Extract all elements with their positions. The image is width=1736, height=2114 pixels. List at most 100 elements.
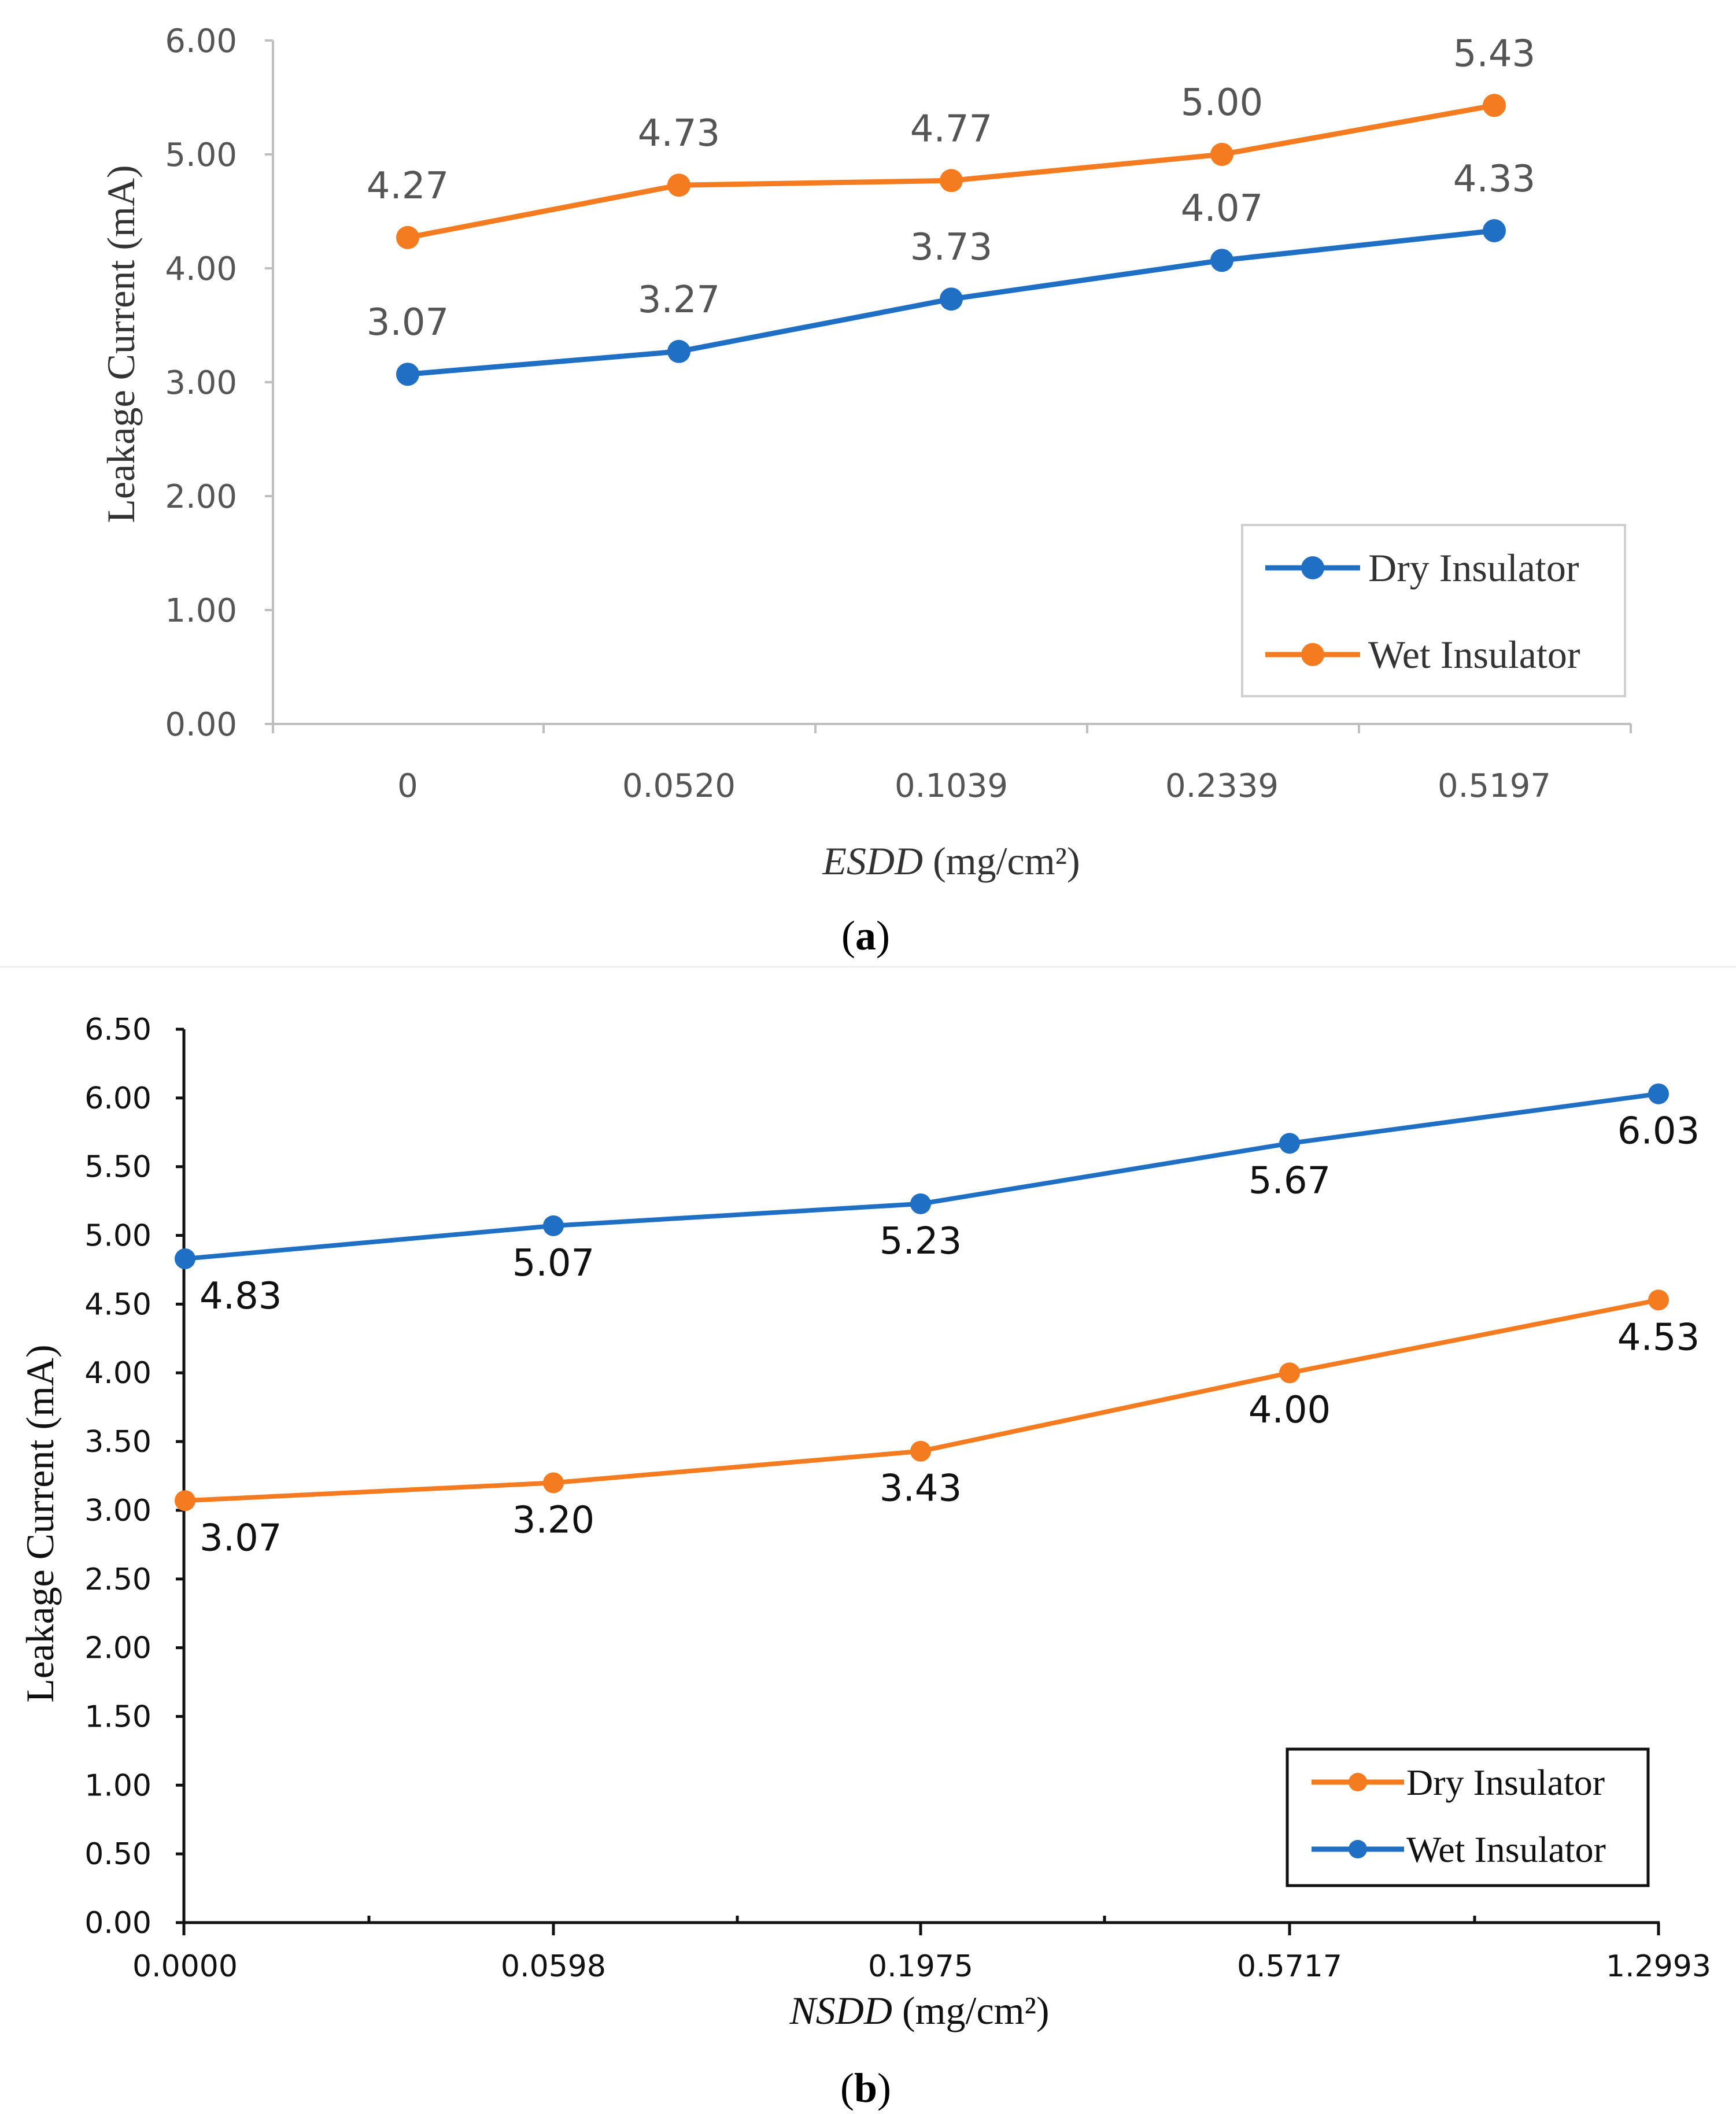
- panel-a-data-label: 5.43: [1453, 32, 1536, 75]
- panel-a-data-label: 3.73: [910, 226, 993, 269]
- panel-a-legend-marker-dry: [1301, 556, 1324, 579]
- panel-b-x-tick-label: 0.0000: [132, 1949, 238, 1984]
- panel-b-data-label: 3.20: [512, 1499, 595, 1542]
- panel-a-caption: (a): [841, 912, 890, 959]
- panel-b-data-label: 3.07: [200, 1517, 282, 1559]
- panel-b-y-tick-label: 2.00: [84, 1631, 152, 1666]
- panel-a-data-label: 3.07: [367, 301, 449, 344]
- panel-b-data-point: [175, 1490, 195, 1511]
- panel-a-y-ticks: 0.00 1.00 2.00 3.00 4.00 5.00 6.00: [165, 23, 273, 744]
- panel-b-legend: Dry Insulator Wet Insulator: [1286, 1747, 1650, 1887]
- panel-a-data-label: 4.27: [367, 165, 449, 208]
- panel-b-y-tick-label: 0.00: [84, 1906, 152, 1941]
- panel-a-data-point: [1210, 249, 1233, 272]
- panel-a-data-point: [940, 287, 963, 311]
- panel-b-chart: 0.00 0.50 1.00 1.50 2.00 2.50 3.00 3.50 4.00 4.50…: [18, 1012, 1711, 2111]
- panel-b-y-tick-label: 0.50: [84, 1837, 152, 1872]
- panel-a-y-tick-label: 6.00: [165, 23, 237, 60]
- panel-a-x-tick-label: 0.2339: [1165, 767, 1279, 805]
- panel-a-series: [396, 94, 1506, 386]
- panel-b-x-axis-var: NSDD: [789, 1989, 892, 2032]
- panel-a-y-tick-label: 0.00: [165, 706, 237, 744]
- panel-b-data-point: [1279, 1362, 1300, 1384]
- panel-a-x-axis-unit: (mg/cm²): [933, 839, 1080, 883]
- panel-b-data-point: [543, 1472, 564, 1494]
- panel-b-y-axis-title: Leakage Current (mA): [18, 1344, 62, 1702]
- panel-b-data-labels: 3.07 3.20 3.43 4.00 4.53 4.83 5.07 5.23 5.67 6.03: [200, 1110, 1700, 1560]
- panel-b-data-label: 4.83: [200, 1275, 282, 1318]
- panel-b-y-tick-label: 6.50: [84, 1012, 152, 1047]
- panel-a-legend-label-dry: Dry Insulator: [1368, 546, 1579, 590]
- panel-a-data-point: [1483, 219, 1506, 242]
- panel-b-x-tick-label: 0.0598: [501, 1949, 606, 1984]
- panel-a-legend: Dry Insulator Wet Insulator: [1241, 524, 1626, 697]
- panel-b-legend-marker-wet: [1349, 1840, 1367, 1858]
- panel-a-y-tick-label: 5.00: [165, 136, 237, 174]
- panel-a-data-label: 4.33: [1453, 158, 1536, 201]
- panel-b-x-tick-label: 1.2993: [1606, 1949, 1711, 1984]
- panel-b-y-tick-label: 4.50: [84, 1287, 152, 1322]
- panel-a-data-point: [396, 363, 419, 386]
- panel-a-data-label: 4.73: [638, 112, 721, 155]
- panel-a-x-tick-label: 0.1039: [895, 767, 1008, 805]
- panel-a-data-point: [1483, 94, 1506, 117]
- panel-a-data-point: [940, 169, 963, 193]
- panel-b-y-tick-label: 6.00: [84, 1081, 152, 1116]
- panel-b-y-tick-label: 5.50: [84, 1150, 152, 1185]
- panel-a-y-tick-label: 2.00: [165, 478, 237, 516]
- panel-b-data-point: [543, 1215, 564, 1236]
- panel-b-series: [175, 1083, 1669, 1511]
- panel-a-x-ticks: 0 0.0520 0.1039 0.2339 0.5197: [272, 724, 1632, 805]
- panel-b-legend-label-wet: Wet Insulator: [1406, 1829, 1606, 1870]
- panel-b-data-point: [910, 1193, 931, 1214]
- panel-b-data-label: 3.43: [880, 1468, 962, 1510]
- panel-a-data-point: [1210, 143, 1233, 166]
- panel-b-data-label: 4.53: [1617, 1316, 1700, 1359]
- panel-b-x-axis-unit: (mg/cm²): [902, 1989, 1050, 2032]
- panel-b-x-tick-label: 0.1975: [868, 1949, 973, 1984]
- panel-b-legend-marker-dry: [1349, 1773, 1367, 1791]
- panel-a-x-axis-var: ESDD: [822, 839, 923, 883]
- panel-b-x-axis-title: NSDD (mg/cm²): [789, 1989, 1049, 2032]
- panel-b-data-point: [1279, 1133, 1300, 1154]
- panel-b-data-label: 5.67: [1249, 1159, 1331, 1202]
- panel-b-y-tick-label: 5.00: [84, 1219, 152, 1254]
- panel-a-y-tick-label: 4.00: [165, 250, 237, 288]
- panel-a-legend-box: [1241, 524, 1626, 697]
- panel-b-data-point: [1648, 1083, 1669, 1104]
- panel-b-y-tick-label: 1.50: [84, 1699, 152, 1734]
- panel-b-x-ticks: 0.0000 0.0598 0.1975 0.5717 1.2993: [132, 1916, 1711, 1984]
- panel-a-data-label: 4.77: [910, 108, 993, 150]
- panel-b-data-point: [175, 1248, 195, 1269]
- panel-a-data-label: 3.27: [638, 279, 721, 321]
- panel-a-data-point: [667, 339, 690, 363]
- panel-b-y-tick-label: 4.00: [84, 1356, 152, 1391]
- panel-b-data-point: [1648, 1289, 1669, 1311]
- panel-a-y-tick-label: 1.00: [165, 592, 237, 630]
- panel-a-y-tick-label: 3.00: [165, 364, 237, 402]
- panel-b-legend-box: [1286, 1747, 1650, 1887]
- panel-b-data-label: 4.00: [1249, 1389, 1331, 1432]
- panel-a-x-axis-title: ESDD (mg/cm²): [822, 839, 1080, 883]
- panel-a-x-tick-label: 0: [397, 767, 418, 805]
- panel-b-legend-label-dry: Dry Insulator: [1406, 1762, 1605, 1803]
- panel-b-data-label: 6.03: [1617, 1110, 1700, 1153]
- panel-a-data-point: [396, 226, 419, 249]
- panel-a-legend-label-wet: Wet Insulator: [1368, 633, 1580, 677]
- panel-b-data-label: 5.23: [880, 1220, 962, 1263]
- panel-a-x-tick-label: 0.5197: [1438, 767, 1551, 805]
- panel-b-y-tick-label: 3.00: [84, 1494, 152, 1528]
- panel-a-data-labels: 3.07 3.27 3.73 4.07 4.33 4.27 4.73 4.77 5.00 5.43: [367, 32, 1536, 344]
- panel-b-caption: (b): [840, 2065, 891, 2111]
- panel-a-chart: 0.00 1.00 2.00 3.00 4.00 5.00 6.00 0 0.0520 0.10…: [99, 23, 1632, 959]
- panel-a-data-point: [667, 173, 690, 197]
- panel-b-data-point: [910, 1440, 931, 1462]
- panel-b-data-label: 5.07: [512, 1242, 595, 1285]
- panel-a-data-label: 4.07: [1181, 187, 1264, 230]
- panel-b-y-tick-label: 3.50: [84, 1425, 152, 1459]
- panel-a-x-tick-label: 0.0520: [622, 767, 736, 805]
- panel-b-y-tick-label: 2.50: [84, 1562, 152, 1597]
- panel-b-y-ticks: 0.00 0.50 1.00 1.50 2.00 2.50 3.00 3.50 4.00 4.50…: [84, 1012, 184, 1941]
- panel-a-data-label: 5.00: [1181, 82, 1264, 124]
